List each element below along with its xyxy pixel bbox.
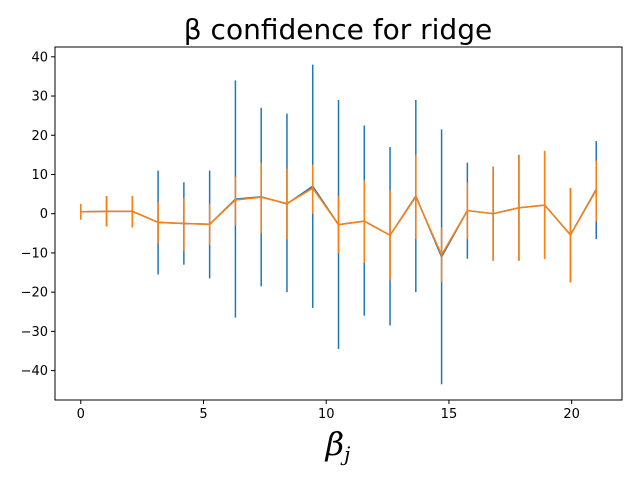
x-axis: 0 5 10 15 20 (77, 400, 580, 422)
x-tick-label: 10 (318, 407, 335, 422)
x-axis-label: βj (325, 425, 351, 466)
y-tick-label: 20 (31, 129, 48, 144)
x-axis-label-subscript: j (340, 442, 350, 466)
x-tick-label: 5 (199, 407, 207, 422)
x-axis-label-main: β (325, 425, 345, 463)
plot-area (80, 64, 597, 385)
chart-title: β confidence for ridge (184, 13, 492, 46)
x-tick-label: 20 (563, 407, 580, 422)
y-tick-label: −40 (21, 364, 48, 379)
x-tick-label: 0 (77, 407, 85, 422)
series-line (80, 187, 597, 256)
y-tick-label: −20 (21, 286, 48, 301)
axes-frame (54, 46, 623, 401)
y-tick-label: 40 (31, 50, 48, 65)
y-tick-label: 30 (31, 90, 48, 105)
y-tick-label: −10 (21, 246, 48, 261)
y-tick-label: −30 (21, 325, 48, 340)
x-tick-label: 15 (441, 407, 458, 422)
y-tick-label: 0 (40, 207, 48, 222)
series-1 (80, 150, 597, 283)
y-tick-label: 10 (31, 168, 48, 183)
y-axis: 40 30 20 10 0 −10 −20 −30 −40 (21, 50, 55, 379)
